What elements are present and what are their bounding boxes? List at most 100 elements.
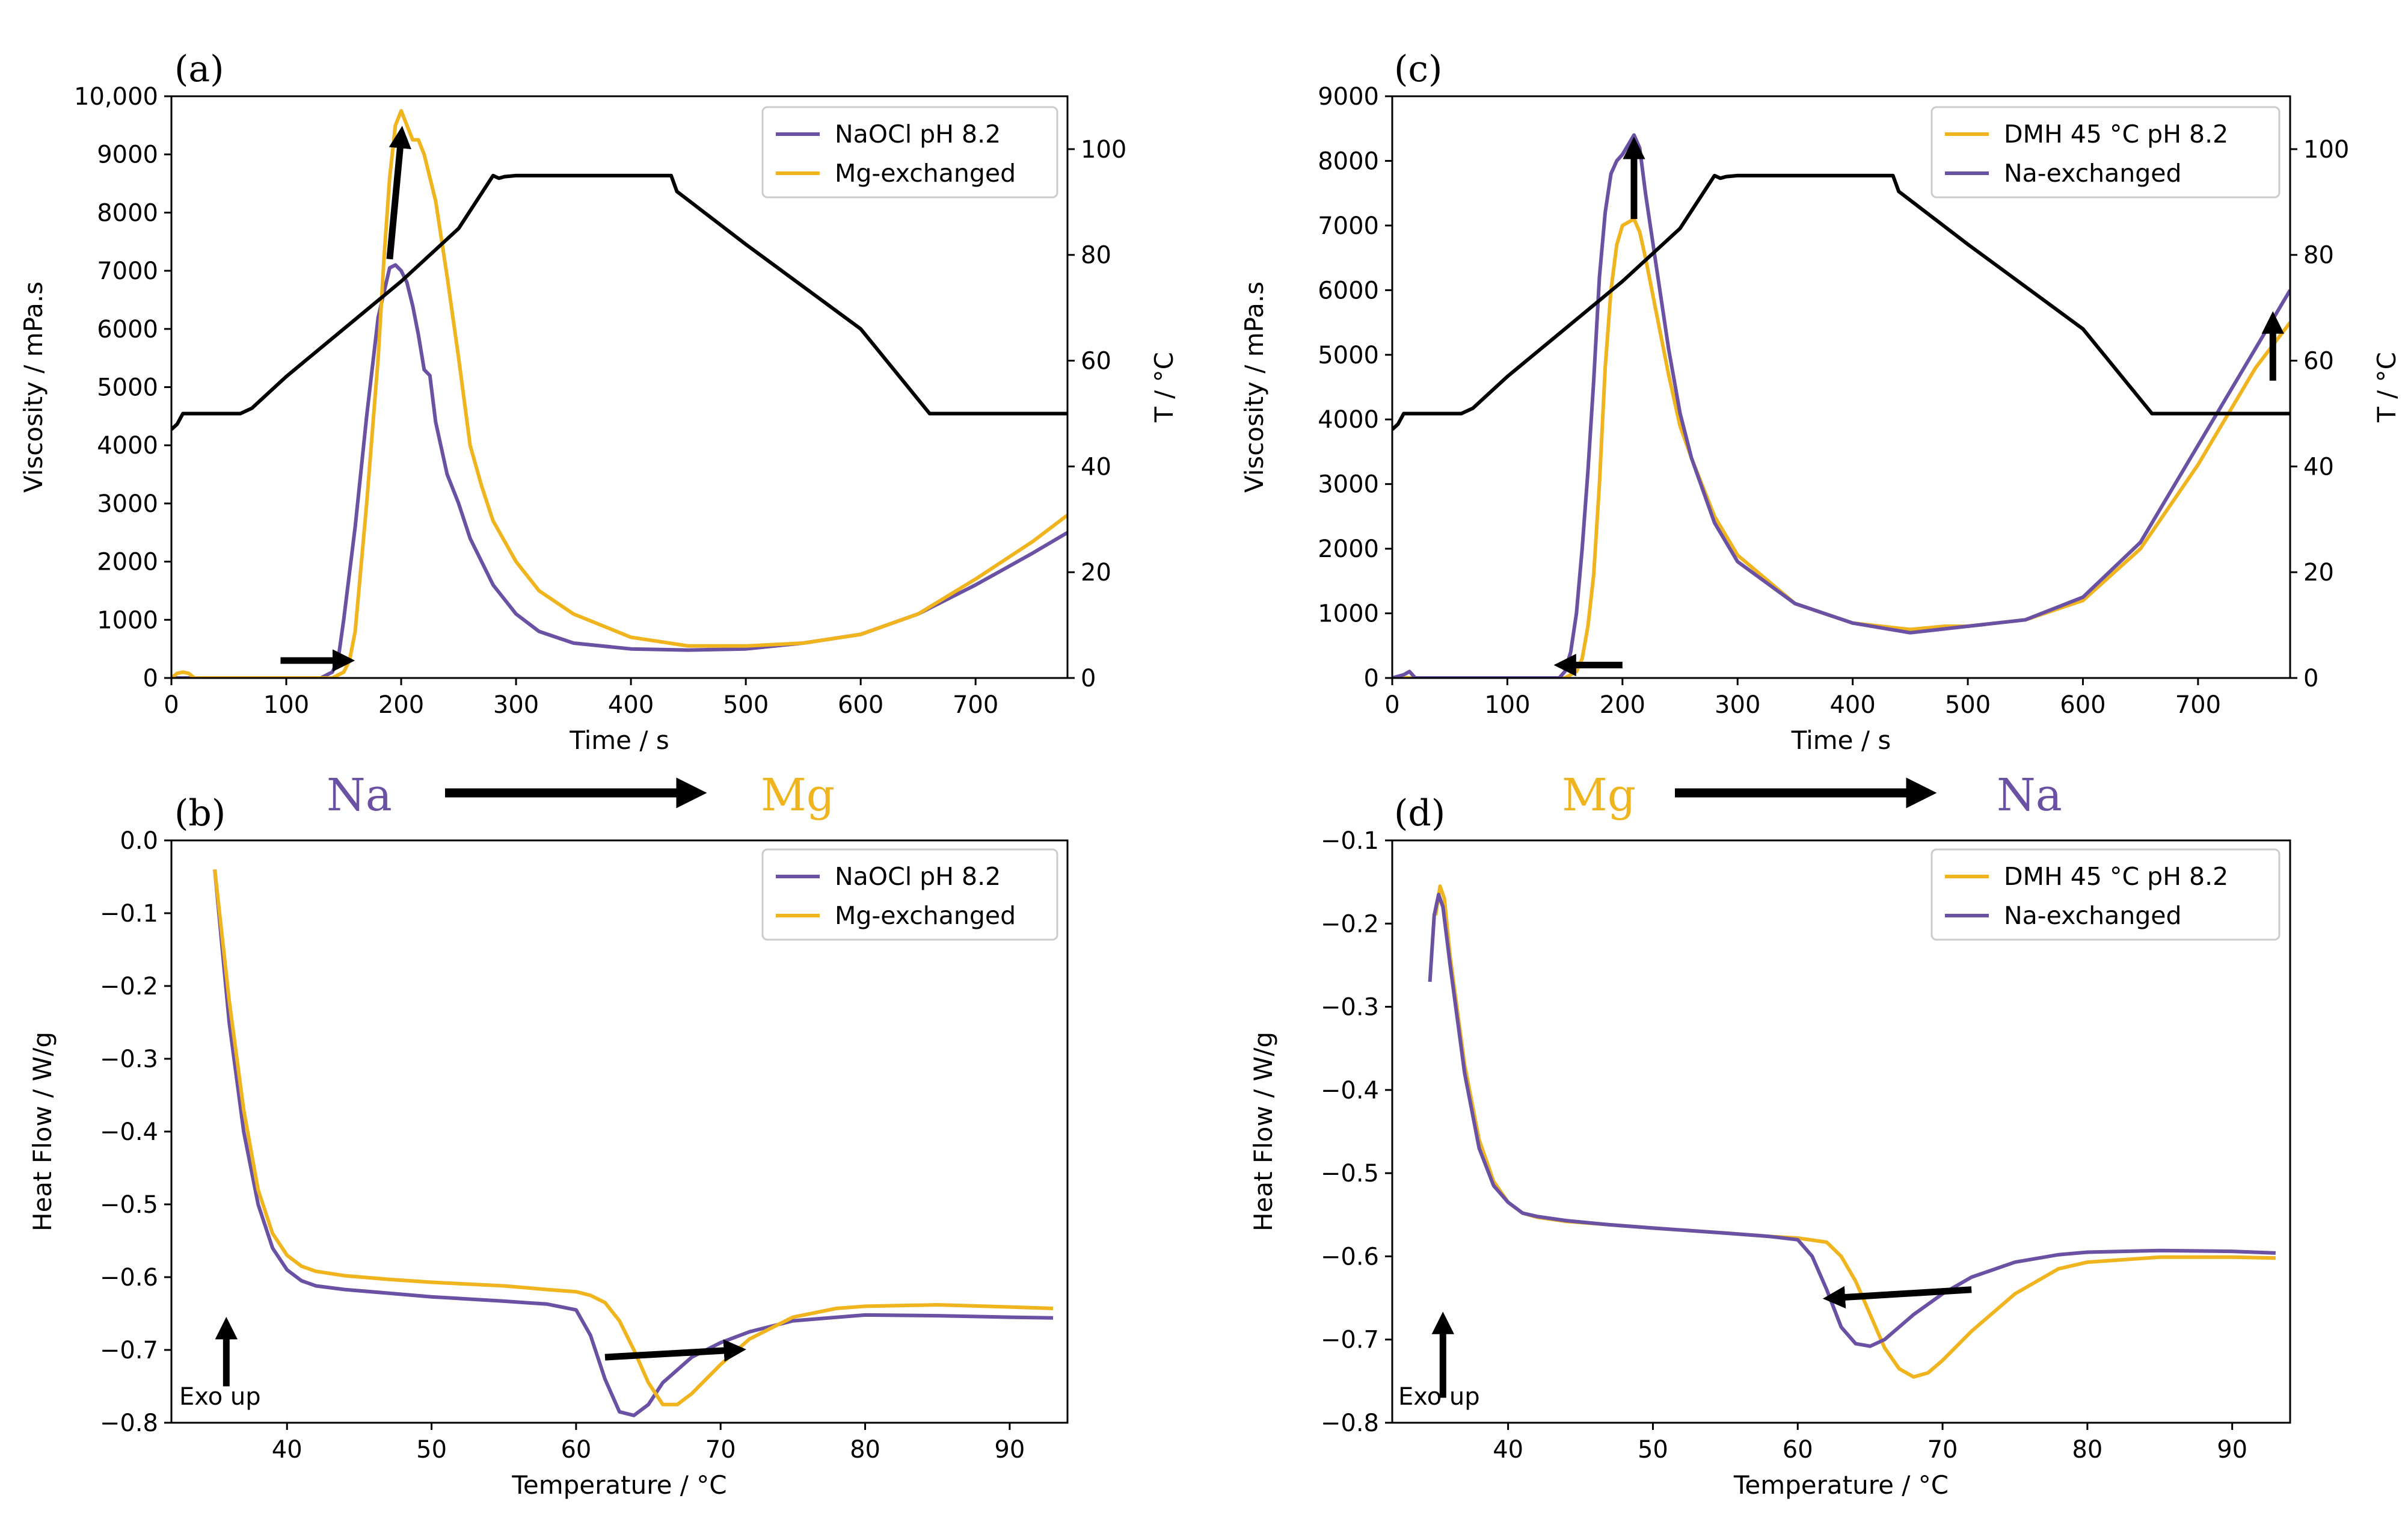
y-tick-label: −0.2: [1321, 910, 1379, 938]
legend-entry: NaOCl pH 8.2: [835, 862, 1001, 891]
legend-entry: Na-exchanged: [2004, 901, 2182, 930]
x-tick-label: 100: [1484, 691, 1530, 719]
series-line-naocl-ph-8-2: [213, 869, 1054, 1417]
x-tick-label: 70: [1927, 1436, 1958, 1464]
series-line-mg-exchanged: [171, 109, 1067, 678]
y-tick-label: −0.6: [100, 1264, 158, 1292]
legend-entry: Mg-exchanged: [835, 159, 1016, 188]
y-axis-label: Viscosity / mPa.s: [19, 282, 48, 493]
chart-c: 0 100 200 300 400 500 600 700010002000300040005…: [1239, 48, 2401, 755]
x-tick-label: 500: [1945, 691, 1991, 719]
y2-tick-label: 60: [1081, 348, 1111, 375]
y-tick-label: −0.3: [100, 1046, 158, 1073]
series-line-dmh-45-c-ph-8-2: [1392, 217, 2290, 678]
x-tick-label: 50: [1638, 1436, 1668, 1464]
series-line-na-exchanged: [1392, 133, 2290, 678]
annotation-arrow: [604, 1339, 746, 1362]
y2-tick-label: 20: [2303, 559, 2334, 587]
y2-tick-label: 80: [1081, 242, 1111, 270]
y-tick-label: −0.1: [1321, 827, 1379, 855]
y-tick-label: 7000: [1318, 212, 1379, 240]
y-tick-label: −0.8: [1321, 1409, 1379, 1437]
x-tick-label: 400: [608, 691, 654, 719]
y2-tick-label: 100: [2303, 136, 2349, 164]
y-tick-label: −0.7: [1321, 1326, 1379, 1354]
x-axis-label: Time / s: [569, 726, 669, 755]
annotation-arrow: [386, 126, 411, 260]
x-axis-label: Temperature / °C: [1733, 1470, 1949, 1500]
chart-a: 0 100 200 300 400 500 600 700010002000300040005…: [19, 48, 1179, 755]
temperature-series-line: [1392, 173, 2290, 431]
series-line-naocl-ph-8-2: [171, 263, 1067, 678]
y-axis-label: Heat Flow / W/g: [28, 1032, 57, 1231]
exo-up-note: Exo up: [179, 1383, 261, 1411]
to-label-mg: Mg: [761, 769, 835, 821]
panel-label: (d): [1394, 792, 1445, 834]
plot-frame: [1391, 839, 2291, 1424]
y-tick-label: 4000: [1318, 406, 1379, 434]
x-tick-label: 0: [164, 691, 179, 719]
y-tick-label: 8000: [1318, 147, 1379, 175]
legend-box: [1930, 106, 2281, 199]
y-tick-label: 5000: [97, 374, 158, 402]
x-tick-label: 40: [1493, 1436, 1523, 1464]
x-axis-label: Temperature / °C: [511, 1470, 726, 1500]
y-tick-label: 1000: [1318, 600, 1379, 628]
y-axis-label: Heat Flow / W/g: [1249, 1032, 1278, 1231]
x-tick-label: 60: [1783, 1436, 1813, 1464]
series-line-mg-exchanged: [213, 869, 1054, 1406]
y-tick-label: 7000: [97, 257, 158, 285]
x-tick-label: 300: [1715, 691, 1760, 719]
x-tick-label: 0: [1384, 691, 1399, 719]
temperature-series-line: [171, 173, 1067, 431]
y-tick-label: 3000: [97, 490, 158, 518]
exchange-arrow-row-left: Na Mg: [327, 769, 835, 821]
plot-frame: [1391, 95, 2291, 679]
series-line-dmh-45-c-ph-8-2: [1434, 884, 2276, 1379]
x-tick-label: 600: [2060, 691, 2105, 719]
y2-tick-label: 40: [1081, 453, 1111, 481]
legend-entry: Mg-exchanged: [835, 901, 1016, 930]
y-tick-label: 6000: [1318, 277, 1379, 304]
y-tick-label: 8000: [97, 199, 158, 227]
y-tick-label: −0.1: [100, 900, 158, 928]
y2-tick-label: 100: [1081, 136, 1126, 164]
from-label-na: Na: [327, 769, 392, 821]
y2-axis-label: T / °C: [1149, 352, 1179, 423]
y-tick-label: −0.5: [100, 1191, 158, 1219]
x-tick-label: 200: [1600, 691, 1645, 719]
x-tick-label: 60: [561, 1436, 591, 1464]
x-tick-label: 80: [2072, 1436, 2102, 1464]
y-tick-label: 0: [1364, 665, 1379, 692]
y-axis-label: Viscosity / mPa.s: [1239, 282, 1269, 493]
to-label-na: Na: [1997, 769, 2062, 821]
legend-entry: Na-exchanged: [2004, 159, 2182, 188]
y-tick-label: 9000: [1318, 83, 1379, 111]
y-tick-label: 2000: [97, 549, 158, 576]
x-axis-label: Time / s: [1791, 726, 1891, 755]
x-tick-label: 100: [263, 691, 309, 719]
exo-up-note: Exo up: [1398, 1383, 1480, 1411]
x-tick-label: 700: [2175, 691, 2221, 719]
chart-b: 40 50 60 70 80 90 0.0 −0.1 −0.2 −0.3 −0.4 −0.5 −0.6 −…: [28, 792, 1069, 1500]
panel-label: (a): [174, 48, 224, 90]
y-tick-label: −0.4: [1321, 1077, 1379, 1104]
y-tick-label: −0.3: [1321, 994, 1379, 1021]
y2-tick-label: 20: [1081, 559, 1111, 587]
legend-box: [761, 848, 1058, 941]
y-tick-label: −0.6: [1321, 1243, 1379, 1271]
legend-box: [1930, 848, 2281, 941]
y-tick-label: −0.7: [100, 1337, 158, 1364]
panel-label: (b): [174, 792, 226, 834]
x-tick-label: 200: [378, 691, 424, 719]
legend-entry: NaOCl pH 8.2: [835, 120, 1001, 149]
annotation-arrow: [1822, 1286, 1972, 1309]
x-tick-label: 70: [705, 1436, 736, 1464]
x-tick-label: 600: [838, 691, 883, 719]
y-tick-label: 6000: [97, 316, 158, 344]
y-tick-label: 2000: [1318, 535, 1379, 563]
y-tick-label: 4000: [97, 432, 158, 460]
y-tick-label: 1000: [97, 606, 158, 634]
y2-tick-label: 40: [2303, 453, 2334, 481]
